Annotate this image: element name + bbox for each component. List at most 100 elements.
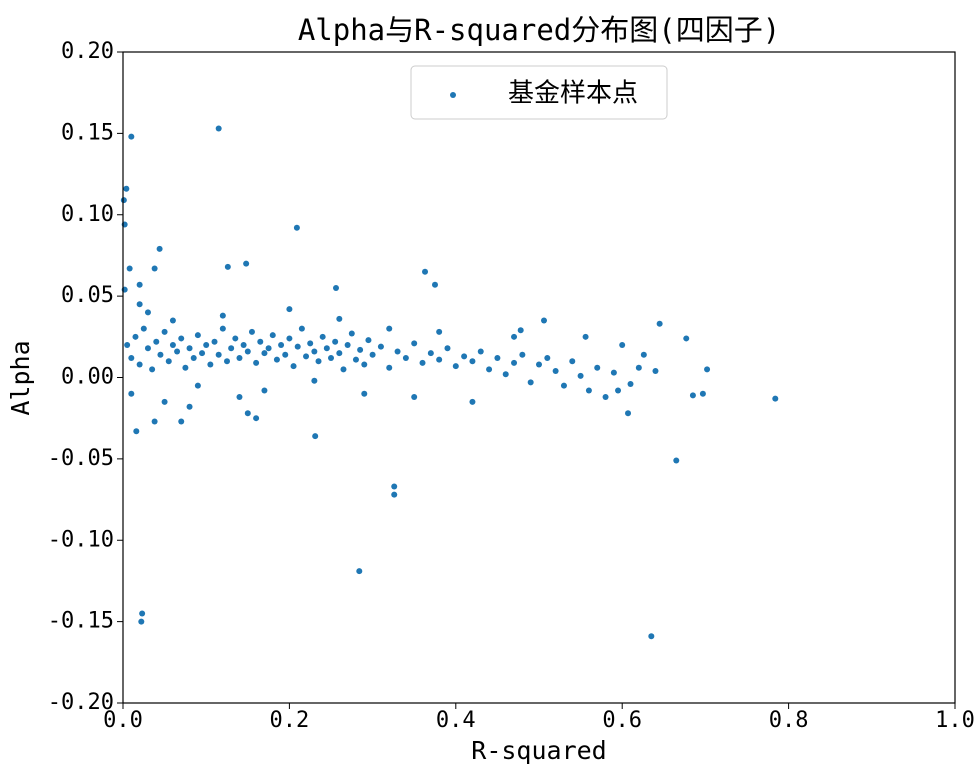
point <box>151 265 158 272</box>
point <box>178 335 185 342</box>
point <box>211 338 218 345</box>
point <box>138 618 145 625</box>
point <box>386 325 393 332</box>
x-tick-label: 0.8 <box>769 708 809 733</box>
point <box>540 317 547 324</box>
point <box>128 390 135 397</box>
point <box>165 358 172 365</box>
point <box>282 351 289 358</box>
legend-marker <box>450 92 456 98</box>
point <box>652 367 659 374</box>
point <box>294 343 301 350</box>
point <box>615 387 622 394</box>
point <box>348 330 355 337</box>
point <box>169 341 176 348</box>
point <box>704 366 711 373</box>
point <box>627 381 634 388</box>
point <box>312 433 319 440</box>
point <box>232 335 239 342</box>
point <box>228 345 235 352</box>
y-tick-label: -0.05 <box>48 446 114 471</box>
point <box>169 317 176 324</box>
point <box>511 333 518 340</box>
point <box>224 358 230 365</box>
point <box>432 281 438 288</box>
point <box>365 337 372 344</box>
point <box>356 568 363 575</box>
point <box>244 410 251 417</box>
point <box>377 343 384 350</box>
point <box>156 245 163 252</box>
y-tick-label: -0.20 <box>48 690 114 715</box>
point <box>699 390 706 397</box>
point <box>190 354 197 361</box>
point <box>602 394 609 401</box>
x-tick-label: 0.2 <box>270 708 310 733</box>
y-tick-label: 0.00 <box>61 365 114 390</box>
point <box>144 345 151 352</box>
x-tick-label: 0.0 <box>103 708 143 733</box>
point <box>625 410 632 417</box>
point <box>391 483 398 490</box>
point <box>128 354 135 361</box>
point <box>128 133 135 140</box>
point <box>610 369 617 376</box>
point <box>253 415 260 422</box>
point <box>186 345 193 352</box>
point <box>219 312 226 319</box>
point <box>273 356 280 363</box>
point <box>357 346 364 353</box>
point <box>332 284 339 291</box>
point <box>124 341 131 348</box>
point <box>140 325 147 332</box>
point <box>194 382 201 389</box>
point <box>436 356 443 363</box>
point <box>182 364 189 371</box>
point <box>132 333 139 340</box>
point <box>582 333 589 340</box>
point <box>236 394 243 401</box>
point <box>157 351 164 358</box>
point <box>511 359 518 366</box>
point <box>436 328 443 335</box>
point <box>689 392 696 399</box>
point <box>161 398 168 405</box>
point <box>469 358 476 365</box>
point <box>519 351 526 358</box>
point <box>133 428 140 435</box>
point <box>139 610 146 617</box>
point <box>411 340 418 347</box>
point <box>303 353 310 360</box>
point <box>199 350 206 357</box>
point <box>640 351 647 358</box>
point <box>536 361 542 368</box>
x-axis-label: R-squared <box>471 736 606 765</box>
point <box>619 341 626 348</box>
point <box>265 345 272 352</box>
y-axis-label: Alpha <box>6 340 35 415</box>
point <box>311 348 318 355</box>
point <box>469 398 476 405</box>
point <box>391 491 398 498</box>
point <box>207 361 214 368</box>
point <box>174 348 181 355</box>
point <box>126 265 133 272</box>
point <box>323 345 330 352</box>
point <box>527 379 534 386</box>
point <box>683 335 690 342</box>
point <box>293 224 300 231</box>
point <box>248 328 255 335</box>
point <box>161 328 168 335</box>
point <box>236 354 243 361</box>
point <box>153 338 160 345</box>
point <box>298 325 305 332</box>
point <box>136 361 143 368</box>
point <box>648 633 655 640</box>
point <box>243 260 250 267</box>
point <box>486 366 493 373</box>
x-tick-label: 0.6 <box>602 708 642 733</box>
point <box>494 354 501 361</box>
point <box>194 332 201 339</box>
point <box>286 335 293 342</box>
